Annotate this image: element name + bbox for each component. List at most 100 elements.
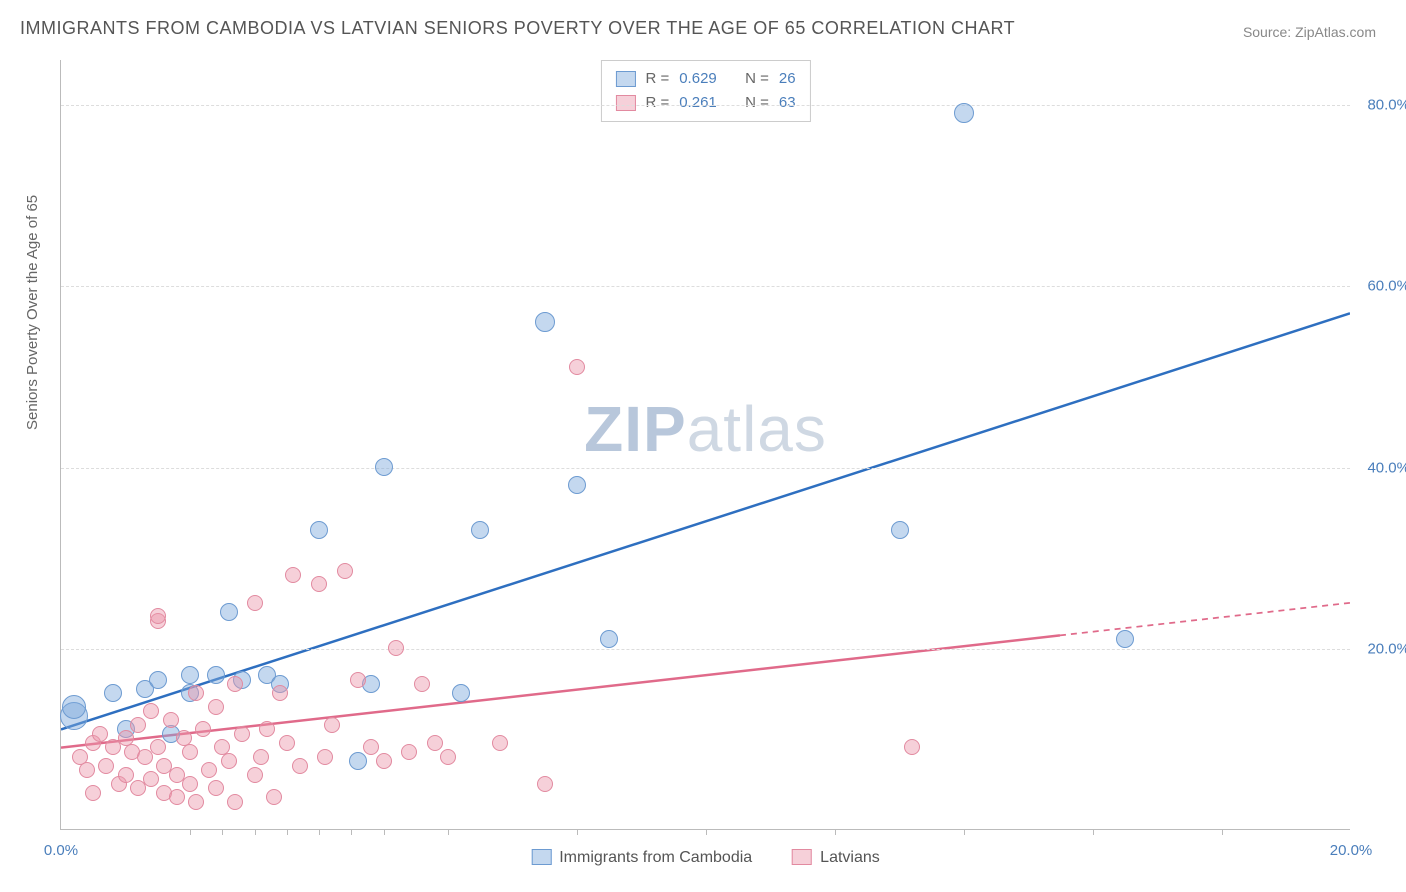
scatter-point (169, 789, 185, 805)
scatter-point (221, 753, 237, 769)
x-minor-tick (1093, 829, 1094, 835)
scatter-point (98, 758, 114, 774)
trend-line-dashed (1060, 603, 1350, 636)
scatter-point (207, 666, 225, 684)
legend-swatch-series-2 (792, 849, 812, 865)
scatter-point (452, 684, 470, 702)
scatter-point (79, 762, 95, 778)
scatter-point (440, 749, 456, 765)
scatter-point (569, 359, 585, 375)
scatter-point (1116, 630, 1134, 648)
legend-row-series-1: R = 0.629 N = 26 (615, 67, 795, 91)
scatter-point (163, 712, 179, 728)
x-minor-tick (190, 829, 191, 835)
scatter-point (279, 735, 295, 751)
scatter-point (143, 771, 159, 787)
scatter-point (376, 753, 392, 769)
x-minor-tick (255, 829, 256, 835)
scatter-point (92, 726, 108, 742)
scatter-point (195, 721, 211, 737)
scatter-point (182, 776, 198, 792)
x-minor-tick (577, 829, 578, 835)
legend-item-series-1: Immigrants from Cambodia (531, 849, 752, 867)
x-minor-tick (384, 829, 385, 835)
scatter-point (118, 767, 134, 783)
scatter-point (208, 780, 224, 796)
scatter-point (471, 521, 489, 539)
legend-item-series-2: Latvians (792, 849, 880, 867)
legend-label-series-2: Latvians (820, 849, 880, 866)
watermark-zip: ZIP (584, 393, 687, 465)
y-axis-title: Seniors Poverty Over the Age of 65 (24, 195, 41, 430)
legend-n-label: N = (745, 67, 769, 91)
scatter-point (363, 739, 379, 755)
scatter-point (220, 603, 238, 621)
scatter-point (234, 726, 250, 742)
x-tick-label: 0.0% (44, 842, 78, 859)
watermark-atlas: atlas (687, 393, 827, 465)
legend-row-series-2: R = 0.261 N = 63 (615, 91, 795, 115)
scatter-point (188, 685, 204, 701)
scatter-point (337, 563, 353, 579)
scatter-point (259, 721, 275, 737)
scatter-point (201, 762, 217, 778)
scatter-point (104, 684, 122, 702)
legend-swatch-series-1 (615, 71, 635, 87)
scatter-point (350, 672, 366, 688)
scatter-point (149, 671, 167, 689)
scatter-point (891, 521, 909, 539)
scatter-point (317, 749, 333, 765)
legend-r-label: R = (645, 67, 669, 91)
scatter-point (247, 595, 263, 611)
scatter-point (535, 312, 555, 332)
scatter-plot-area: ZIPatlas R = 0.629 N = 26 R = 0.261 N = … (60, 60, 1350, 830)
series-legend: Immigrants from Cambodia Latvians (531, 849, 880, 867)
legend-r-value-series-1: 0.629 (679, 67, 717, 91)
x-minor-tick (287, 829, 288, 835)
scatter-point (272, 685, 288, 701)
scatter-point (537, 776, 553, 792)
scatter-point (414, 676, 430, 692)
scatter-point (181, 666, 199, 684)
scatter-point (568, 476, 586, 494)
y-tick-label: 80.0% (1355, 97, 1406, 114)
scatter-point (427, 735, 443, 751)
correlation-legend: R = 0.629 N = 26 R = 0.261 N = 63 (600, 60, 810, 122)
gridline-horizontal (61, 286, 1350, 287)
y-tick-label: 20.0% (1355, 640, 1406, 657)
x-minor-tick (1222, 829, 1223, 835)
trend-line-solid (61, 313, 1350, 729)
scatter-point (311, 576, 327, 592)
scatter-point (85, 785, 101, 801)
legend-swatch-series-2 (615, 95, 635, 111)
scatter-point (954, 103, 974, 123)
legend-r-label: R = (645, 91, 669, 115)
scatter-point (492, 735, 508, 751)
legend-n-value-series-2: 63 (779, 91, 796, 115)
scatter-point (285, 567, 301, 583)
x-minor-tick (706, 829, 707, 835)
source-attribution: Source: ZipAtlas.com (1243, 24, 1376, 40)
scatter-point (150, 608, 166, 624)
legend-label-series-1: Immigrants from Cambodia (559, 849, 752, 866)
gridline-horizontal (61, 468, 1350, 469)
scatter-point (208, 699, 224, 715)
x-minor-tick (448, 829, 449, 835)
x-minor-tick (351, 829, 352, 835)
x-minor-tick (835, 829, 836, 835)
scatter-point (310, 521, 328, 539)
watermark: ZIPatlas (584, 392, 827, 466)
scatter-point (349, 752, 367, 770)
trend-lines-layer (61, 60, 1350, 829)
legend-swatch-series-1 (531, 849, 551, 865)
y-tick-label: 40.0% (1355, 459, 1406, 476)
scatter-point (227, 794, 243, 810)
scatter-point (143, 703, 159, 719)
scatter-point (600, 630, 618, 648)
trend-line-solid (61, 635, 1060, 747)
scatter-point (247, 767, 263, 783)
scatter-point (188, 794, 204, 810)
legend-r-value-series-2: 0.261 (679, 91, 717, 115)
legend-n-value-series-1: 26 (779, 67, 796, 91)
scatter-point (904, 739, 920, 755)
